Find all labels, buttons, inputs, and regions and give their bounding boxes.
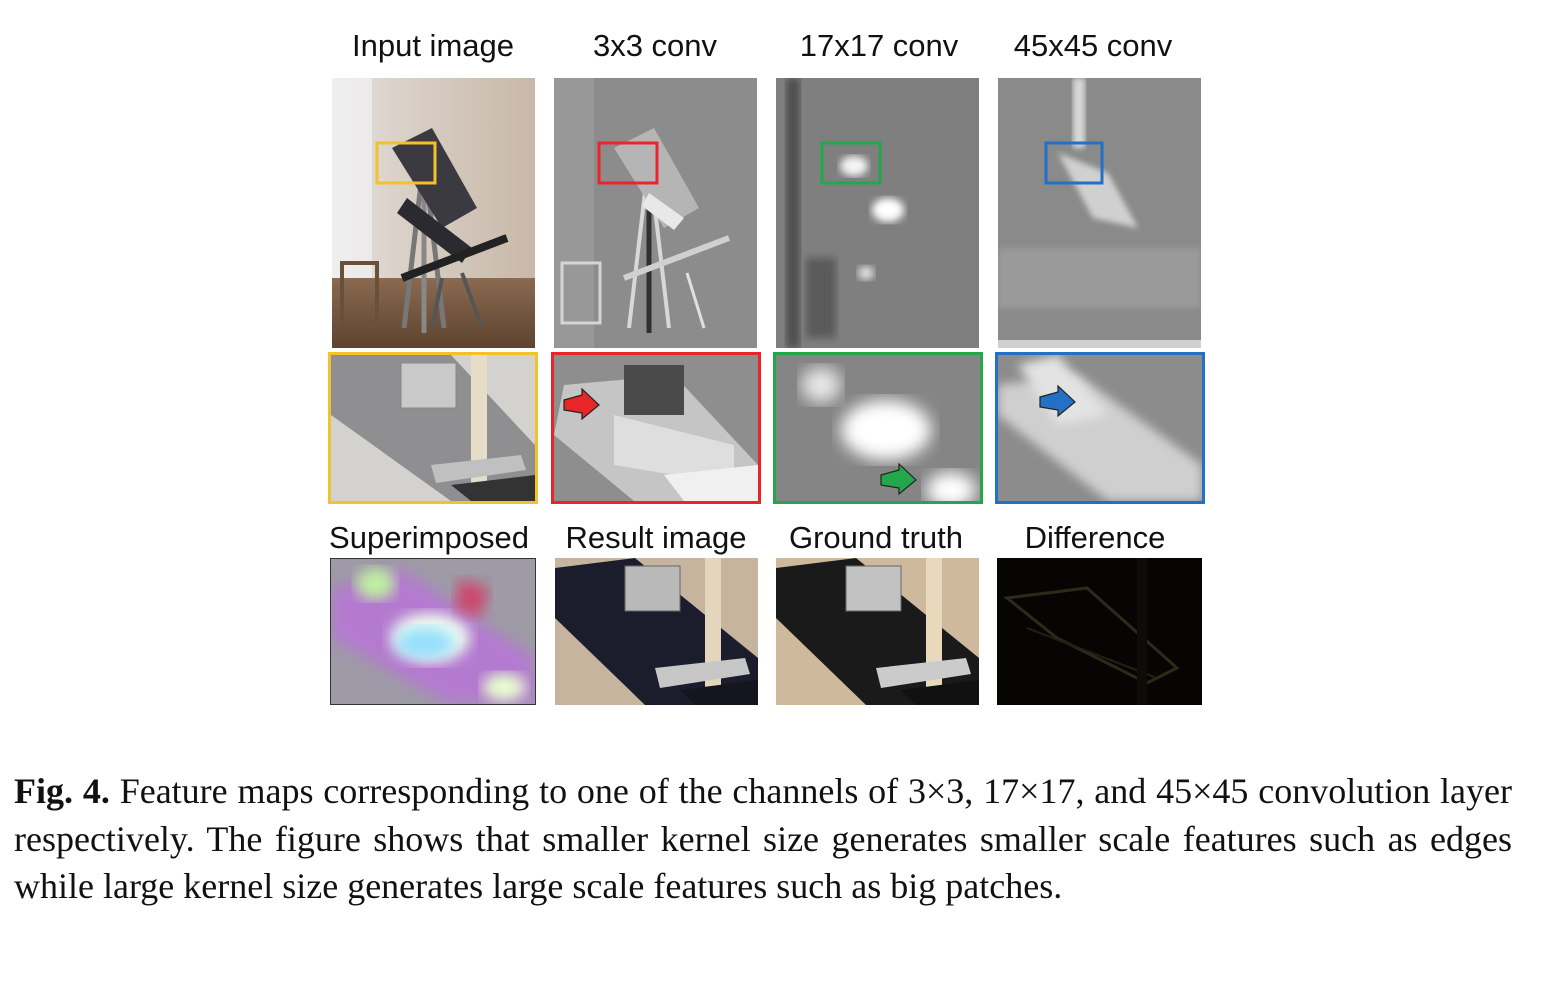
conv3-feature-map	[554, 78, 757, 348]
conv3-zoom-crop	[551, 352, 761, 504]
label-input-image: Input image	[352, 28, 514, 63]
label-ground-truth: Ground truth	[788, 520, 964, 555]
label-superimposed: Superimposed	[329, 520, 529, 555]
superimposed-image	[330, 558, 536, 705]
caption-text: Feature maps corresponding to one of the…	[14, 771, 1513, 906]
conv17-highlight-box	[820, 141, 882, 185]
difference-image	[997, 558, 1202, 705]
label-45x45-conv: 45x45 conv	[1013, 28, 1173, 63]
label-result-image: Result image	[565, 520, 747, 555]
label-17x17-conv: 17x17 conv	[799, 28, 959, 63]
conv3-arrow-icon	[563, 387, 600, 421]
conv17-feature-map	[776, 78, 979, 348]
conv45-feature-map	[998, 78, 1201, 348]
label-3x3-conv: 3x3 conv	[592, 28, 718, 63]
conv17-zoom-crop	[773, 352, 983, 504]
conv45-zoom-crop	[995, 352, 1205, 504]
label-difference: Difference	[1024, 520, 1166, 555]
input-highlight-box	[375, 141, 437, 185]
caption-label: Fig. 4.	[14, 771, 110, 811]
conv45-arrow-icon	[1039, 384, 1076, 418]
ground-truth-image	[776, 558, 979, 705]
conv45-highlight-box	[1044, 141, 1104, 185]
conv3-highlight-box	[597, 141, 659, 185]
figure-caption: Fig. 4. Feature maps corresponding to on…	[14, 768, 1512, 911]
result-image	[555, 558, 758, 705]
input-zoom-crop	[328, 352, 538, 504]
conv17-arrow-icon	[880, 462, 917, 496]
input-image-photo	[332, 78, 535, 348]
